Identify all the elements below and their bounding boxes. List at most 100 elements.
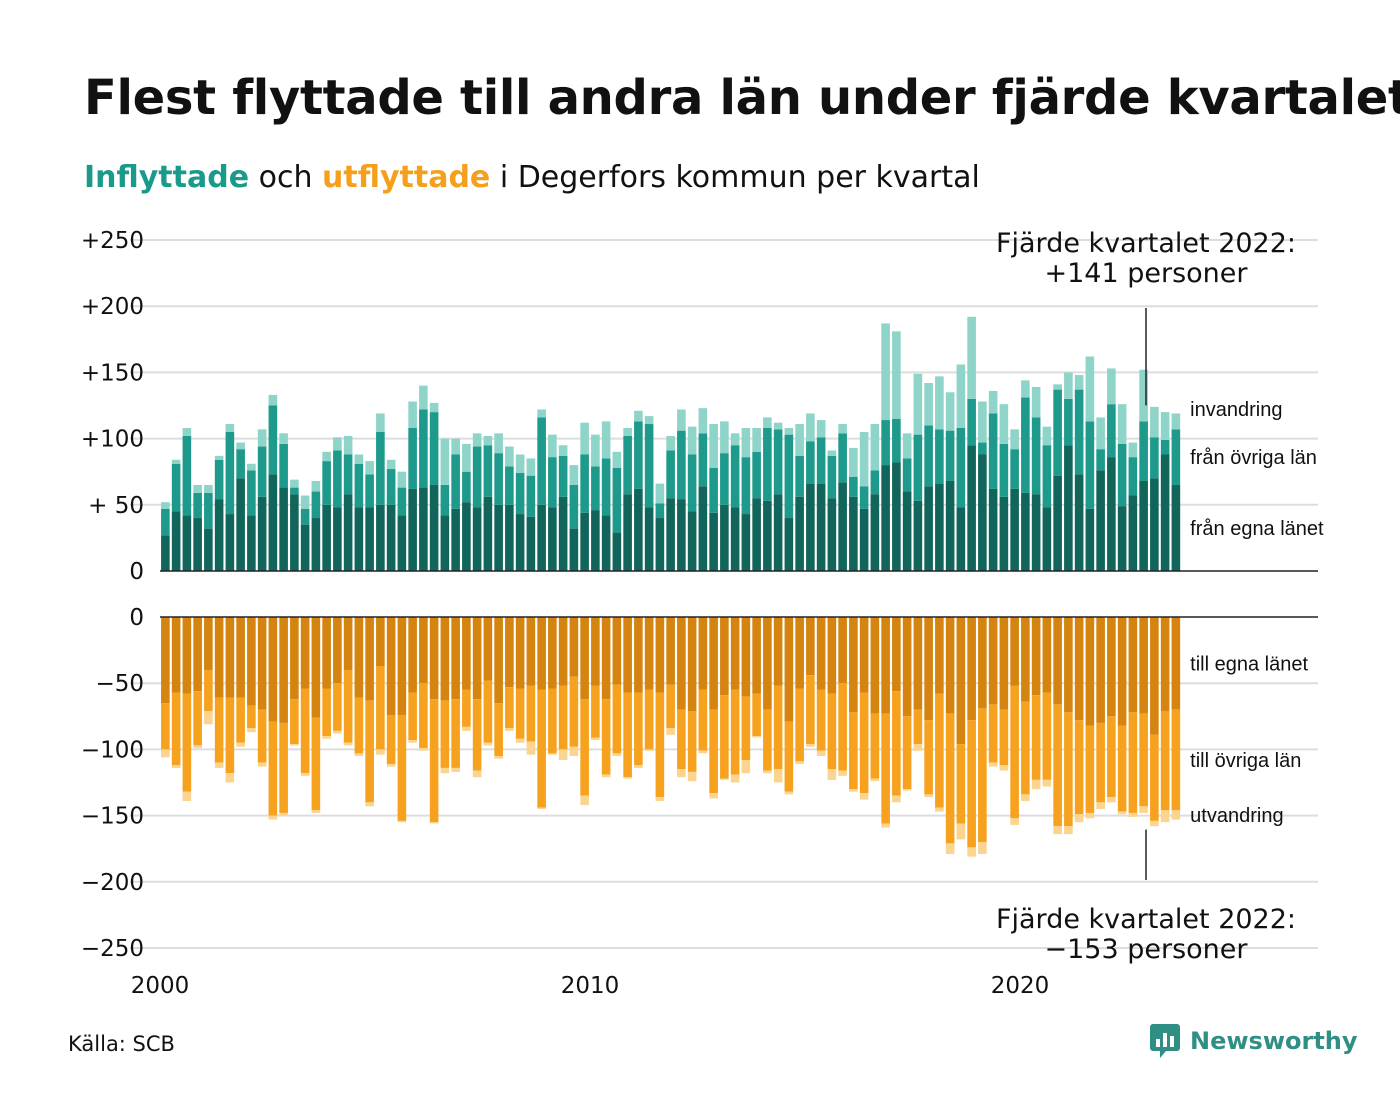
bar-out-ovriga xyxy=(634,692,643,766)
bar-in-invandring xyxy=(1171,413,1181,430)
bar-out-egna xyxy=(709,617,718,710)
utflyttade-bars xyxy=(161,617,1181,857)
subtitle-and: och xyxy=(258,160,313,195)
bar-out-egna xyxy=(1021,617,1030,702)
bar-out-egna xyxy=(290,617,299,700)
bar-in-invandring xyxy=(483,435,493,446)
bar-out-ovriga xyxy=(870,713,880,779)
bar-in-egna xyxy=(924,486,933,571)
bar-in-ovriga xyxy=(214,459,224,500)
bar-in-invandring xyxy=(988,390,998,414)
bar-in-invandring xyxy=(1107,368,1116,405)
bar-out-ovriga xyxy=(204,669,213,712)
bar-in-egna xyxy=(967,445,976,571)
bar-in-ovriga xyxy=(730,445,740,508)
bar-out-egna xyxy=(451,617,460,700)
bar-in-invandring xyxy=(1074,375,1084,390)
bar-out-utvandring xyxy=(827,769,837,780)
y-tick-label: −150 xyxy=(81,804,144,830)
bar-out-utvandring xyxy=(741,759,751,774)
bar-out-ovriga xyxy=(644,689,654,750)
bar-in-invandring xyxy=(451,438,460,455)
bar-out-utvandring xyxy=(612,753,622,757)
bar-in-ovriga xyxy=(1074,389,1084,475)
bar-in-ovriga xyxy=(397,487,407,516)
bar-in-egna xyxy=(1096,470,1105,571)
bar-in-ovriga xyxy=(827,455,837,499)
bar-in-ovriga xyxy=(429,412,439,485)
bar-out-egna xyxy=(268,617,278,722)
y-axis-labels: +250 +200 +150 +100 + 50 0 0 −50 −100 −150 −200 −25… xyxy=(81,228,144,962)
y-tick-label: −100 xyxy=(81,737,144,763)
bar-in-egna xyxy=(236,478,245,571)
bar-out-utvandring xyxy=(1064,826,1073,835)
bar-in-egna xyxy=(386,504,396,571)
bar-out-utvandring xyxy=(225,773,235,783)
bar-in-ovriga xyxy=(257,446,267,497)
bar-out-egna xyxy=(763,617,772,710)
bar-in-invandring xyxy=(1160,412,1170,440)
bar-out-utvandring xyxy=(935,807,944,812)
bar-in-invandring xyxy=(827,450,837,456)
y-tick-label: + 50 xyxy=(88,493,144,519)
bar-out-ovriga xyxy=(601,699,611,775)
bar-in-egna xyxy=(1171,484,1181,571)
bar-out-ovriga xyxy=(741,696,751,760)
series-label-out: till egna länet xyxy=(1190,653,1308,675)
bar-in-egna xyxy=(376,504,385,571)
bar-out-ovriga xyxy=(773,685,783,770)
bar-out-egna xyxy=(924,617,933,721)
bar-in-egna xyxy=(537,504,546,571)
bar-out-ovriga xyxy=(902,716,912,790)
bar-out-ovriga xyxy=(988,704,998,763)
bar-in-egna xyxy=(343,494,353,571)
bar-in-ovriga xyxy=(816,437,826,484)
bar-in-invandring xyxy=(354,454,364,464)
bar-out-egna xyxy=(730,617,740,690)
bar-out-utvandring xyxy=(322,736,331,739)
bar-out-egna xyxy=(1160,617,1170,712)
bar-out-egna xyxy=(967,617,976,721)
bar-out-egna xyxy=(849,617,858,713)
bar-in-invandring xyxy=(784,428,794,435)
bar-in-invandring xyxy=(204,484,213,493)
bar-in-invandring xyxy=(1128,442,1138,458)
bar-out-ovriga xyxy=(290,699,299,745)
bar-in-invandring xyxy=(440,438,450,485)
bar-in-ovriga xyxy=(182,435,192,516)
bar-in-ovriga xyxy=(505,466,514,505)
y-tick-label: 0 xyxy=(129,559,144,585)
bar-in-egna xyxy=(161,535,170,571)
bar-out-ovriga xyxy=(440,700,450,768)
bar-in-egna xyxy=(612,532,622,571)
bar-out-ovriga xyxy=(247,705,256,729)
bar-in-invandring xyxy=(709,424,718,468)
bar-in-egna xyxy=(182,515,192,571)
bar-in-ovriga xyxy=(1117,443,1127,507)
bar-out-ovriga xyxy=(300,688,310,774)
bar-out-egna xyxy=(419,617,428,684)
bar-out-utvandring xyxy=(472,770,482,778)
bar-out-egna xyxy=(343,617,353,670)
bar-out-egna xyxy=(161,617,170,704)
bar-out-utvandring xyxy=(838,770,847,776)
bar-in-ovriga xyxy=(709,467,718,513)
bar-in-ovriga xyxy=(343,454,353,495)
y-tick-label: −250 xyxy=(81,936,144,962)
bar-out-utvandring xyxy=(515,738,525,743)
bar-out-ovriga xyxy=(677,709,686,770)
bar-in-egna xyxy=(462,502,471,571)
bar-in-invandring xyxy=(741,428,751,458)
bar-in-invandring xyxy=(505,446,514,467)
bar-in-egna xyxy=(1160,454,1170,571)
subtitle-rest: i Degerfors kommun per kvartal xyxy=(499,160,980,195)
bar-out-utvandring xyxy=(354,753,364,757)
bar-out-egna xyxy=(902,617,912,717)
bar-in-ovriga xyxy=(300,508,310,525)
bar-in-invandring xyxy=(1042,426,1052,446)
bar-in-ovriga xyxy=(193,492,202,519)
bar-out-utvandring xyxy=(290,744,299,746)
bar-out-utvandring xyxy=(849,789,858,792)
bar-in-egna xyxy=(494,504,503,571)
bar-out-egna xyxy=(429,617,439,700)
